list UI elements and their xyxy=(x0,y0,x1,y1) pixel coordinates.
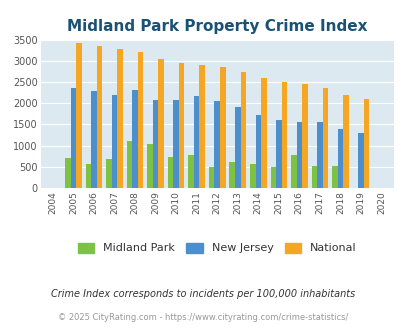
Bar xyxy=(301,84,307,188)
Bar xyxy=(363,99,369,188)
Bar xyxy=(296,122,301,188)
Bar xyxy=(209,167,214,188)
Bar xyxy=(275,120,281,188)
Bar xyxy=(220,67,225,188)
Text: Crime Index corresponds to incidents per 100,000 inhabitants: Crime Index corresponds to incidents per… xyxy=(51,289,354,299)
Bar xyxy=(91,90,96,188)
Bar xyxy=(179,63,184,188)
Bar xyxy=(147,145,152,188)
Bar xyxy=(65,158,70,188)
Bar xyxy=(337,129,342,188)
Bar xyxy=(194,96,199,188)
Bar xyxy=(270,167,275,188)
Bar xyxy=(240,72,245,188)
Bar xyxy=(357,133,363,188)
Bar xyxy=(173,100,179,188)
Bar xyxy=(342,95,348,188)
Bar xyxy=(322,88,327,188)
Bar xyxy=(158,59,164,188)
Bar xyxy=(234,108,240,188)
Bar xyxy=(85,164,91,188)
Bar xyxy=(188,155,194,188)
Bar xyxy=(70,88,76,188)
Bar xyxy=(316,122,322,188)
Bar xyxy=(167,157,173,188)
Bar xyxy=(214,101,220,188)
Bar xyxy=(281,82,286,188)
Bar xyxy=(132,90,138,188)
Bar xyxy=(117,50,123,188)
Bar xyxy=(96,47,102,188)
Bar xyxy=(229,162,234,188)
Bar xyxy=(260,78,266,188)
Bar xyxy=(106,159,111,188)
Title: Midland Park Property Crime Index: Midland Park Property Crime Index xyxy=(67,19,367,34)
Legend: Midland Park, New Jersey, National: Midland Park, New Jersey, National xyxy=(73,238,360,258)
Bar xyxy=(126,142,132,188)
Bar xyxy=(76,43,81,188)
Bar xyxy=(290,155,296,188)
Bar xyxy=(331,166,337,188)
Text: © 2025 CityRating.com - https://www.cityrating.com/crime-statistics/: © 2025 CityRating.com - https://www.city… xyxy=(58,313,347,322)
Bar xyxy=(249,164,255,188)
Bar xyxy=(255,115,260,188)
Bar xyxy=(199,65,205,188)
Bar xyxy=(311,166,316,188)
Bar xyxy=(152,100,158,188)
Bar xyxy=(138,52,143,188)
Bar xyxy=(111,95,117,188)
